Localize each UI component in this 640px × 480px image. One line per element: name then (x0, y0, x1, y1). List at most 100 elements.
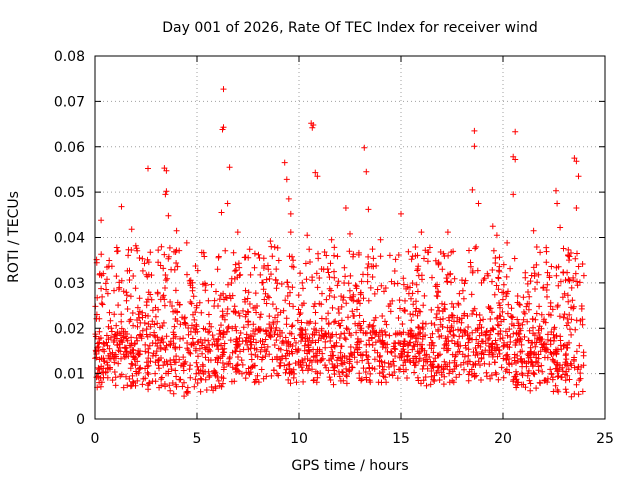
data-point (147, 358, 154, 365)
data-point (152, 359, 159, 366)
data-point (579, 388, 586, 395)
data-point (403, 366, 409, 373)
data-point (135, 347, 142, 354)
data-point (325, 367, 332, 374)
data-point (537, 249, 544, 256)
data-point (491, 345, 498, 352)
data-point (425, 249, 432, 256)
data-point (527, 380, 534, 387)
data-point (568, 250, 574, 256)
data-point (382, 318, 388, 325)
data-point (236, 368, 243, 375)
data-point (101, 348, 108, 355)
data-point (302, 331, 309, 337)
data-point (498, 364, 505, 371)
data-point (535, 271, 542, 278)
data-point (392, 256, 399, 263)
data-point (326, 274, 333, 281)
data-point (387, 308, 394, 315)
data-point (158, 243, 165, 250)
data-point (479, 349, 486, 355)
data-point (405, 331, 412, 338)
data-point (386, 252, 393, 259)
data-point (335, 354, 342, 361)
data-point (436, 333, 443, 340)
data-point (260, 286, 267, 293)
data-point (198, 309, 205, 316)
data-point (345, 314, 351, 321)
data-point (488, 309, 495, 316)
data-point (103, 332, 110, 339)
data-point (147, 249, 154, 256)
data-point (492, 337, 499, 344)
data-point (155, 306, 162, 313)
data-point (155, 259, 162, 266)
data-point (547, 303, 554, 310)
data-point (126, 277, 133, 283)
data-point (99, 293, 106, 300)
data-point (352, 282, 359, 289)
data-point (172, 287, 179, 294)
data-point (562, 377, 569, 384)
data-point (573, 381, 580, 388)
data-point (565, 298, 572, 305)
data-point (209, 332, 216, 339)
data-point (125, 353, 132, 360)
data-point (281, 362, 288, 369)
data-point (469, 329, 476, 336)
data-point (239, 361, 246, 368)
data-point (429, 274, 435, 281)
data-point (362, 369, 369, 375)
data-point (298, 364, 305, 371)
data-point (220, 349, 227, 356)
data-point (371, 356, 378, 363)
data-point (548, 263, 555, 270)
data-point (303, 276, 310, 283)
data-point (242, 298, 249, 305)
data-point (364, 264, 371, 271)
data-point (492, 369, 499, 376)
data-point (420, 377, 427, 384)
data-point (341, 353, 348, 359)
data-point (327, 260, 334, 267)
data-point (455, 300, 462, 307)
data-point (401, 349, 408, 355)
data-point (494, 314, 501, 321)
data-point (157, 262, 164, 269)
data-point (160, 362, 167, 369)
data-point (367, 284, 374, 291)
data-point (544, 331, 551, 338)
data-point (271, 342, 278, 348)
data-point (488, 347, 495, 354)
data-point (173, 260, 180, 266)
data-point (98, 285, 105, 292)
data-point (135, 369, 142, 376)
data-point (408, 317, 415, 324)
data-point (233, 267, 240, 274)
data-point (465, 324, 472, 330)
data-point (177, 376, 184, 383)
data-point (184, 384, 191, 391)
data-point (221, 364, 228, 371)
data-point (164, 361, 171, 368)
data-point (365, 353, 372, 360)
data-point (574, 278, 580, 285)
data-point (134, 358, 141, 365)
data-point (566, 311, 573, 318)
data-point (494, 353, 501, 360)
data-point (443, 275, 450, 282)
data-point (130, 273, 137, 279)
data-point (163, 333, 170, 340)
data-point (503, 273, 510, 280)
data-point (461, 327, 468, 334)
data-point (246, 301, 253, 307)
data-point (106, 345, 113, 352)
data-point (519, 363, 526, 370)
data-point (195, 338, 202, 345)
data-point (346, 248, 353, 255)
data-point (441, 358, 448, 365)
data-point (282, 297, 289, 304)
data-point (261, 296, 268, 303)
data-point (379, 363, 386, 370)
